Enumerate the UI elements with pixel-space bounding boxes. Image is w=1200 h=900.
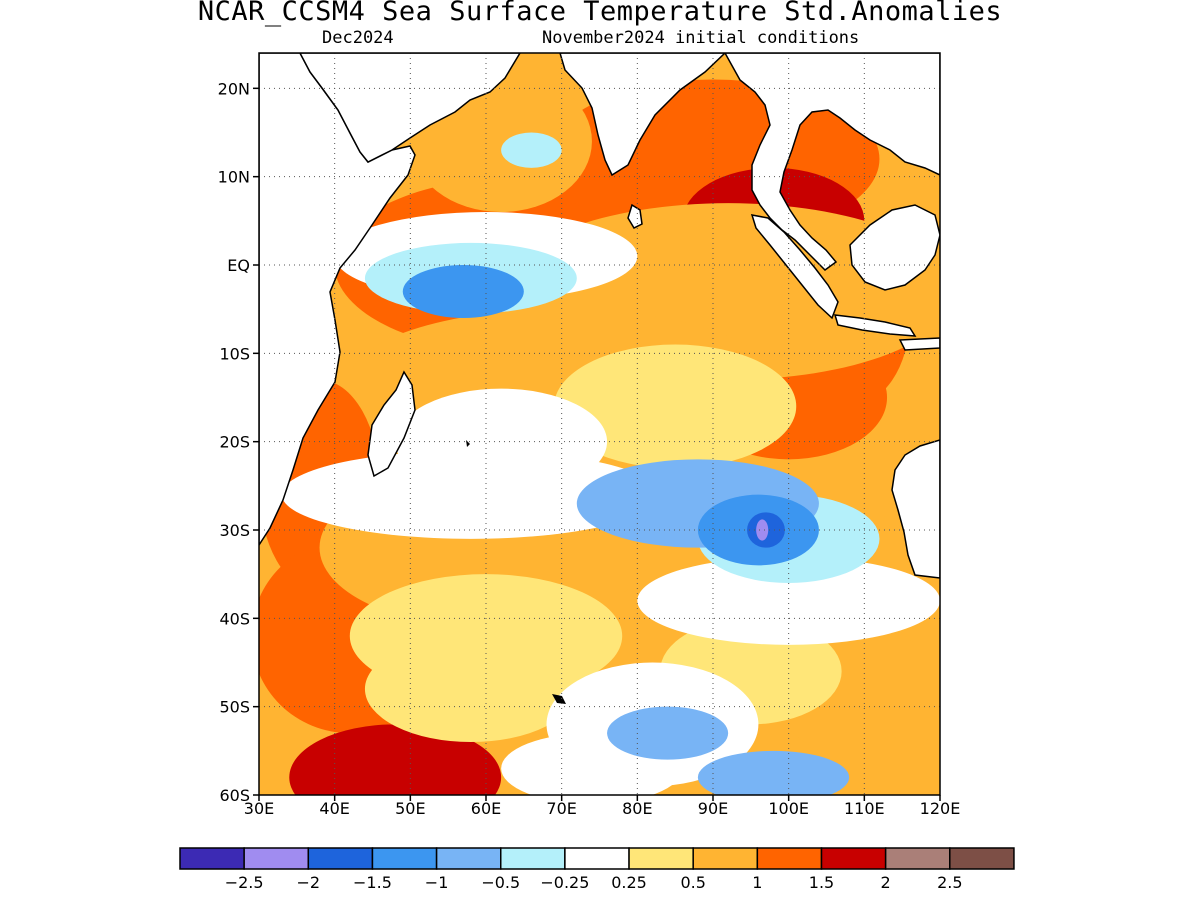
- lat-tick-label: 40S: [219, 609, 250, 628]
- legend-swatch-1: [243, 847, 310, 870]
- color-legend: [179, 847, 1015, 870]
- lon-tick-label: 90E: [698, 799, 728, 818]
- anomaly-blob-27: [501, 132, 562, 168]
- legend-swatch-6: [564, 847, 630, 870]
- legend-swatch-4: [435, 847, 502, 870]
- anomaly-blob-29: [607, 706, 729, 760]
- legend-label: 2.5: [937, 873, 962, 892]
- mauritius: [466, 440, 470, 447]
- lat-tick-label: 30S: [219, 521, 250, 540]
- lat-lon-grid: [259, 53, 940, 795]
- java: [833, 314, 917, 337]
- anomaly-blob-34: [756, 519, 769, 541]
- longitude-labels: 30E 40E 50E 60E 70E 80E 90E 100E 110E 120E: [244, 795, 961, 818]
- lat-tick-label: 10S: [219, 344, 250, 363]
- legend-swatch-7: [628, 847, 694, 870]
- legend-label: −1.5: [353, 873, 392, 892]
- southeast-asia: [724, 53, 940, 271]
- forecast-month: Dec2024: [322, 28, 394, 48]
- lat-tick-label: 20N: [218, 79, 250, 98]
- lon-tick-label: 30E: [244, 799, 274, 818]
- initial-conditions: November2024 initial conditions: [542, 28, 860, 48]
- india: [559, 53, 727, 177]
- legend-label: −0.25: [540, 873, 589, 892]
- legend-label: 2: [881, 873, 891, 892]
- plot-frame: [258, 52, 941, 796]
- legend-label: 1: [752, 873, 762, 892]
- legend-label: −1: [425, 873, 449, 892]
- legend-label: −2.5: [225, 873, 264, 892]
- color-legend-labels: −2.5 −2 −1.5 −1 −0.5 −0.25 0.25 0.5 1 1.5 2 2.5: [225, 873, 963, 892]
- legend-label: −2: [297, 873, 321, 892]
- anomaly-blob-15: [554, 344, 797, 469]
- legend-swatch-2: [307, 847, 374, 870]
- kerguelen: [552, 694, 566, 704]
- lon-tick-label: 80E: [622, 799, 652, 818]
- sumatra: [750, 214, 839, 320]
- lon-tick-label: 60E: [471, 799, 501, 818]
- madagascar: [367, 370, 416, 478]
- legend-swatch-11: [884, 847, 951, 870]
- lat-tick-label: EQ: [227, 256, 250, 275]
- sri-lanka: [627, 203, 643, 229]
- legend-label: 0.5: [680, 873, 705, 892]
- anomaly-blob-30: [697, 750, 850, 795]
- legend-swatch-0: [179, 847, 245, 870]
- anomaly-blob-31: [402, 265, 524, 318]
- legend-swatch-10: [820, 847, 887, 870]
- anomaly-blob-3: [289, 724, 502, 795]
- legend-swatch-3: [371, 847, 438, 870]
- lon-tick-label: 110E: [844, 799, 885, 818]
- legend-label: 0.25: [611, 873, 647, 892]
- lat-tick-label: 20S: [219, 433, 250, 452]
- borneo: [849, 204, 940, 291]
- legend-label: 1.5: [809, 873, 834, 892]
- lon-tick-label: 40E: [319, 799, 349, 818]
- lesser-sunda: [898, 337, 940, 351]
- legend-swatch-5: [500, 847, 566, 870]
- australia: [891, 439, 940, 579]
- anomaly-blob-18: [364, 636, 577, 742]
- legend-swatch-12: [949, 847, 1015, 870]
- lon-tick-label: 100E: [768, 799, 809, 818]
- lat-tick-label: 60S: [219, 786, 250, 805]
- legend-swatch-8: [692, 847, 759, 870]
- map-title: NCAR_CCSM4 Sea Surface Temperature Std.A…: [197, 0, 1003, 27]
- lat-tick-label: 10N: [218, 168, 250, 187]
- latitude-labels: 20N 10N EQ 10S 20S 30S 40S 50S 60S: [218, 79, 259, 805]
- lon-tick-label: 70E: [546, 799, 576, 818]
- land-masses: [259, 53, 940, 704]
- legend-label: −0.5: [481, 873, 520, 892]
- lat-tick-label: 50S: [219, 698, 250, 717]
- lon-tick-label: 120E: [920, 799, 961, 818]
- arabia-coast: [299, 53, 521, 163]
- anomaly-fields: [259, 70, 940, 795]
- legend-swatch-9: [756, 847, 823, 870]
- lon-tick-label: 50E: [395, 799, 425, 818]
